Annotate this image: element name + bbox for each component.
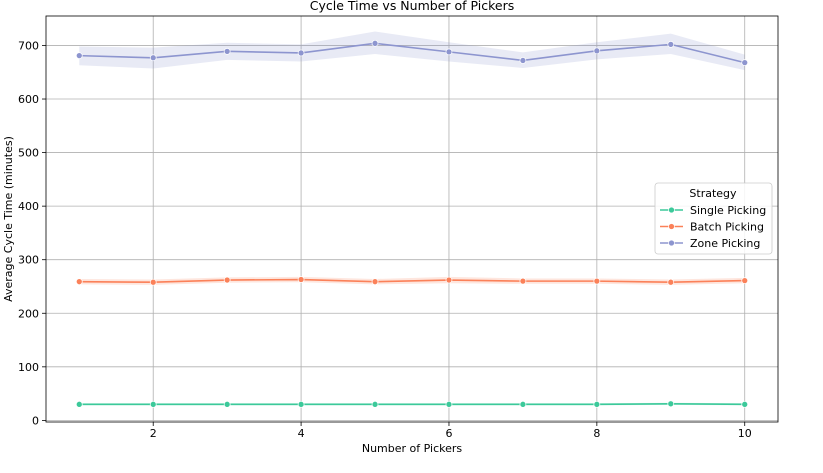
x-tick-label: 4: [298, 427, 305, 440]
x-tick-label: 8: [593, 427, 600, 440]
y-tick-label: 0: [32, 414, 39, 427]
batch-picking-point: [297, 276, 305, 283]
batch-picking-point: [75, 278, 83, 286]
x-axis-ticks: 2 4 6 8 10: [150, 422, 752, 440]
batch-picking-point: [223, 276, 231, 284]
single-picking-point: [741, 400, 749, 408]
zone-picking-point: [149, 54, 157, 62]
batch-picking-point: [741, 277, 749, 284]
single-picking-point: [371, 400, 379, 408]
x-tick-label: 6: [445, 427, 452, 440]
batch-picking-point: [593, 277, 601, 285]
single-picking-point: [519, 400, 527, 408]
zone-picking-point: [75, 52, 83, 59]
single-picking-point: [149, 400, 157, 408]
y-axis-ticks: 0 100 200 300 400 500 600 700: [18, 39, 46, 427]
confidence-bands: [79, 31, 745, 406]
y-tick-label: 700: [18, 39, 39, 52]
legend: Strategy Single Picking Batch Picking Zone…: [654, 182, 773, 255]
x-tick-label: 10: [738, 427, 752, 440]
single-picking-point: [667, 400, 675, 408]
plot-frame: [45, 15, 779, 423]
x-axis-title: Number of Pickers: [362, 442, 463, 455]
y-axis-title: Average Cycle Time (minutes): [2, 136, 15, 302]
zone-picking-point: [223, 48, 231, 55]
legend-items: Single Picking Batch Picking Zone Picking: [660, 204, 766, 250]
zone-picking-point: [371, 39, 379, 47]
y-tick-label: 200: [18, 307, 39, 320]
y-tick-label: 300: [18, 254, 39, 267]
legend-label: Single Picking: [690, 204, 766, 217]
single-picking-point: [75, 400, 83, 408]
zone-picking-point: [593, 47, 601, 55]
single-picking-line: [79, 402, 745, 406]
chart-title: Cycle Time vs Number of Pickers: [310, 0, 515, 13]
legend-title: Strategy: [689, 187, 737, 200]
legend-swatch-marker: [668, 239, 675, 247]
zone-picking-confidence-band: [79, 31, 745, 71]
batch-picking-line: [79, 278, 745, 284]
batch-picking-point: [445, 276, 453, 284]
y-tick-label: 600: [18, 93, 39, 106]
y-tick-label: 500: [18, 147, 39, 160]
legend-item-single-picking: Single Picking: [660, 204, 766, 217]
batch-picking-point: [519, 277, 527, 285]
single-picking-point: [297, 400, 305, 408]
batch-picking-point: [149, 278, 157, 286]
zone-picking-point: [741, 59, 749, 66]
zone-picking-point: [667, 41, 675, 48]
legend-item-batch-picking: Batch Picking: [660, 221, 764, 234]
legend-box: [654, 182, 773, 255]
zone-picking-line: [79, 42, 745, 64]
legend-swatch-marker: [668, 206, 675, 214]
legend-label: Batch Picking: [690, 221, 764, 234]
single-picking-point: [223, 400, 231, 408]
batch-picking-point: [371, 278, 379, 286]
legend-label: Zone Picking: [690, 237, 760, 250]
y-tick-label: 100: [18, 361, 39, 374]
legend-swatch-marker: [668, 223, 675, 230]
zone-picking-point: [297, 49, 305, 57]
single-picking-point: [593, 400, 601, 408]
y-tick-label: 400: [18, 200, 39, 213]
zone-picking-point: [445, 48, 453, 56]
single-picking-point: [445, 400, 453, 408]
series-points: [75, 39, 749, 408]
series-lines: [79, 42, 745, 406]
legend-item-zone-picking: Zone Picking: [660, 237, 760, 250]
x-tick-label: 2: [150, 427, 157, 440]
zone-picking-point: [519, 57, 527, 64]
batch-picking-point: [667, 278, 675, 286]
